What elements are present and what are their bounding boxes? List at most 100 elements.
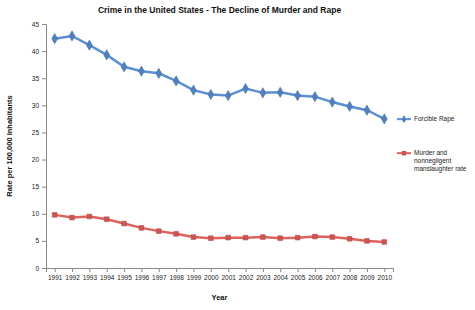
series-marker: [243, 83, 249, 93]
tick: 1997: [152, 268, 167, 281]
tick-mark: [42, 51, 46, 52]
legend-entry: Murder andnonnegligentmanslaughter rate: [397, 149, 467, 173]
tick-mark: [298, 268, 299, 272]
series-marker: [226, 235, 231, 240]
series-marker: [174, 231, 179, 236]
y-axis: 0 5 10 15 20 25 30 35 40 45: [32, 21, 47, 272]
series-marker: [208, 236, 213, 241]
tick-mark: [211, 268, 212, 272]
tick-mark: [107, 268, 108, 272]
series-marker: [381, 114, 387, 124]
tick-mark: [124, 268, 125, 272]
tick-label: 10: [32, 210, 40, 217]
tick-mark: [42, 160, 46, 161]
series-marker: [70, 215, 75, 220]
series-marker: [313, 234, 318, 239]
series-marker: [138, 66, 144, 76]
tick-label: 2008: [343, 274, 358, 281]
series-marker: [312, 92, 318, 102]
tick: 0: [35, 265, 46, 272]
x-axis-title: Year: [212, 293, 228, 302]
legend-label: Forcible Rape: [414, 115, 455, 123]
tick: 2007: [326, 268, 341, 281]
series-marker: [278, 236, 283, 241]
axis-line: [47, 269, 394, 273]
tick: 2002: [239, 268, 254, 281]
tick-label: 1991: [48, 274, 63, 281]
tick-mark: [384, 268, 385, 272]
tick: 2001: [221, 268, 236, 281]
tick-label: 15: [32, 183, 40, 190]
tick-label: 2010: [378, 274, 393, 281]
tick: 2006: [308, 268, 323, 281]
tick-mark: [246, 268, 247, 272]
tick-label: 2002: [239, 274, 254, 281]
tick-mark: [280, 268, 281, 272]
tick-label: 40: [32, 48, 40, 55]
series-marker: [365, 239, 370, 244]
series-group: [52, 31, 388, 244]
tick: 1995: [117, 268, 132, 281]
tick-mark: [159, 268, 160, 272]
tick: 25: [32, 129, 46, 136]
series-marker: [156, 229, 161, 234]
series-marker: [208, 89, 214, 99]
tick-mark: [315, 268, 316, 272]
tick-mark: [332, 268, 333, 272]
tick: 1992: [65, 268, 80, 281]
series-marker: [260, 88, 266, 98]
tick: 1994: [100, 268, 115, 281]
tick: 5: [35, 237, 46, 244]
tick-label: 2000: [204, 274, 219, 281]
tick-label: 2006: [308, 274, 323, 281]
title: Crime in the United States - The Decline…: [98, 5, 342, 15]
tick-mark: [193, 268, 194, 272]
series-marker: [156, 68, 162, 78]
series-marker: [86, 40, 92, 50]
tick-label: 2001: [221, 274, 236, 281]
tick: 2004: [273, 268, 288, 281]
legend-entry: Forcible Rape: [397, 115, 455, 123]
tick: 45: [32, 21, 46, 28]
tick-mark: [42, 24, 46, 25]
series-marker: [191, 85, 197, 95]
tick-label: 25: [32, 129, 40, 136]
tick-label: 1998: [169, 274, 184, 281]
series-marker: [261, 235, 266, 240]
tick-mark: [72, 268, 73, 272]
axis-line: [42, 25, 47, 269]
tick: 1993: [83, 268, 98, 281]
tick-label: 2005: [291, 274, 306, 281]
series-marker: [122, 221, 127, 226]
tick-label: 1996: [135, 274, 150, 281]
tick: 2005: [291, 268, 306, 281]
tick-mark: [89, 268, 90, 272]
tick-mark: [42, 78, 46, 79]
series-marker: [139, 226, 144, 231]
tick: 1996: [135, 268, 150, 281]
series-marker: [121, 62, 127, 72]
series-marker: [277, 87, 283, 97]
tick: 2003: [256, 268, 271, 281]
legend-marker: [402, 151, 406, 155]
series-marker: [295, 235, 300, 240]
tick-mark: [42, 214, 46, 215]
series-line: [55, 215, 385, 242]
series-marker: [347, 101, 353, 111]
series-line: [55, 36, 385, 119]
tick-mark: [367, 268, 368, 272]
tick-label: 2003: [256, 274, 271, 281]
series-marker: [69, 31, 75, 41]
tick-mark: [55, 268, 56, 272]
tick: 2009: [360, 268, 375, 281]
tick: 35: [32, 75, 46, 82]
tick-label: 1995: [117, 274, 132, 281]
tick-label: 30: [32, 102, 40, 109]
tick-label: 1992: [65, 274, 80, 281]
tick-label: 45: [32, 21, 40, 28]
tick-mark: [42, 105, 46, 106]
legend-marker: [402, 115, 407, 123]
series-marker: [364, 105, 370, 115]
tick: 1991: [48, 268, 63, 281]
tick-label: 20: [32, 156, 40, 163]
